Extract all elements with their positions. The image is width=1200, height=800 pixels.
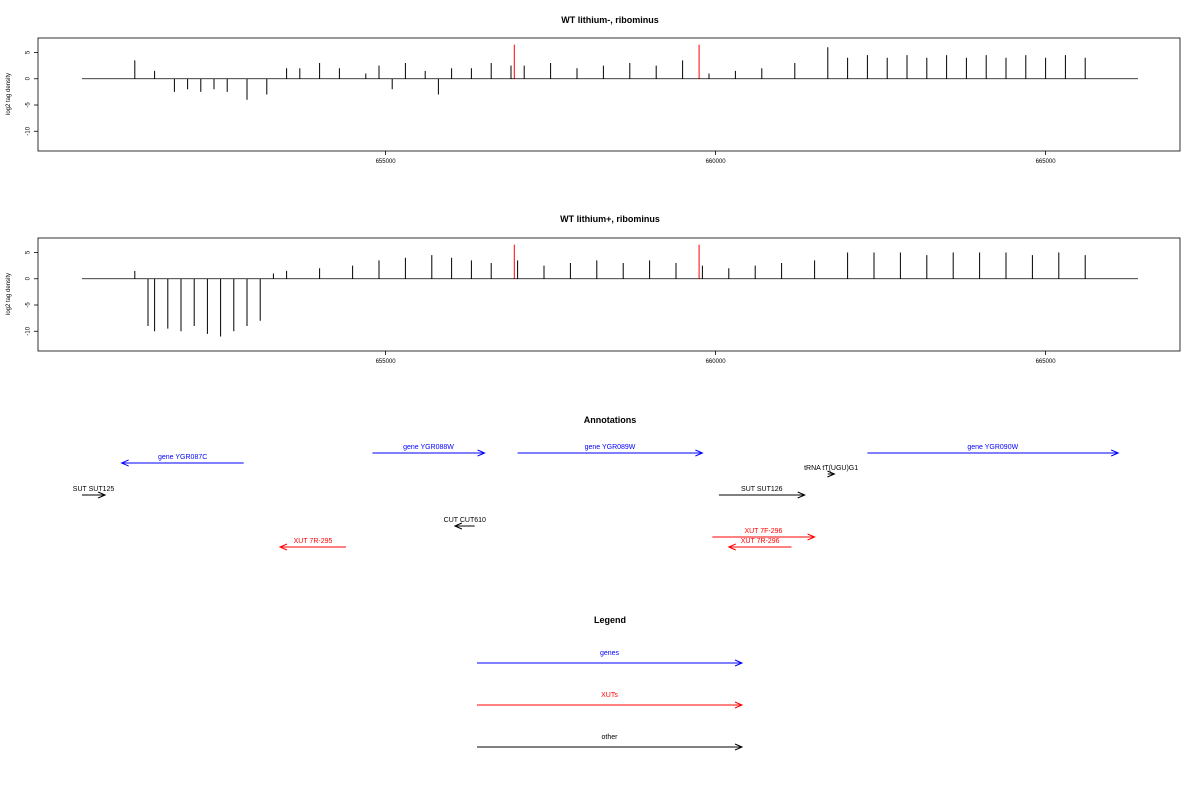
- annotation-feature: XUT 7R-296: [727, 538, 792, 551]
- annotation-feature: XUT 7F-296: [712, 528, 816, 541]
- feature-label: SUT SUT126: [741, 486, 783, 493]
- arrow-head-icon: [120, 459, 129, 467]
- legend-label: other: [602, 734, 619, 741]
- arrow-head-icon: [734, 701, 744, 709]
- y-axis-label: log2 tag density: [6, 273, 12, 315]
- feature-label: tRNA tT(UGU)G1: [804, 465, 858, 472]
- annotation-feature: gene YGR089W: [517, 444, 704, 457]
- y-tick-label: -5: [26, 102, 32, 108]
- annotation-feature: XUT 7R-295: [278, 538, 346, 551]
- track-panel-lithium-plus: WT lithium+, ribominus log2 tag density …: [6, 214, 1181, 365]
- feature-label: XUT 7R-296: [741, 538, 780, 545]
- arrow-head-icon: [827, 470, 836, 478]
- feature-label: gene YGR090W: [967, 444, 1018, 451]
- panel-title: WT lithium-, ribominus: [561, 15, 659, 25]
- annotation-feature: SUT SUT125: [73, 486, 115, 499]
- x-tick-label: 660000: [706, 159, 727, 165]
- feature-label: XUT 7F-296: [744, 528, 782, 535]
- y-ticks: 5 0 -5 -10: [26, 250, 38, 336]
- feature-label: CUT CUT610: [444, 517, 486, 524]
- annotation-feature: SUT SUT126: [718, 486, 806, 499]
- legend-label: genes: [600, 650, 620, 657]
- track-panel-lithium-minus: WT lithium-, ribominus log2 tag density …: [6, 15, 1181, 165]
- plot-frame: [37, 37, 1181, 152]
- y-ticks: 5 0 -5 -10: [26, 50, 38, 136]
- feature-label: XUT 7R-295: [294, 538, 333, 545]
- feature-label: gene YGR088W: [403, 444, 454, 451]
- arrow-head-icon: [807, 533, 816, 541]
- annotation-feature: tRNA tT(UGU)G1: [804, 465, 858, 478]
- x-tick-label: 665000: [1036, 159, 1057, 165]
- feature-label: gene YGR089W: [585, 444, 636, 451]
- x-tick-label: 665000: [1036, 359, 1057, 365]
- arrow-head-icon: [727, 543, 736, 551]
- bars: [134, 244, 1086, 337]
- bars: [134, 44, 1086, 100]
- x-ticks: 655000 660000 665000: [376, 151, 1057, 165]
- feature-label: gene YGR087C: [158, 454, 207, 461]
- annotation-items: gene YGR087C gene YGR088W gene YGR089W gene…: [73, 444, 1120, 551]
- y-tick-label: 5: [26, 250, 32, 254]
- arrow-head-icon: [734, 743, 744, 751]
- annotation-feature: gene YGR088W: [372, 444, 486, 457]
- y-tick-label: 5: [26, 50, 32, 54]
- legend-item: other: [477, 734, 744, 751]
- annotations-title: Annotations: [584, 415, 637, 425]
- y-tick-label: -10: [26, 126, 32, 135]
- arrow-head-icon: [695, 449, 704, 457]
- y-tick-label: 0: [26, 276, 32, 280]
- plot-frame: [37, 237, 1181, 352]
- arrow-head-icon: [453, 522, 463, 530]
- annotation-feature: CUT CUT610: [444, 517, 486, 530]
- x-tick-label: 655000: [376, 359, 397, 365]
- legend-title: Legend: [594, 615, 626, 625]
- legend-items: genes XUTs other: [477, 650, 744, 751]
- y-tick-label: 0: [26, 76, 32, 80]
- arrow-head-icon: [797, 491, 806, 499]
- arrow-head-icon: [477, 449, 486, 457]
- feature-label: SUT SUT125: [73, 486, 115, 493]
- annotation-feature: gene YGR087C: [120, 454, 244, 467]
- y-axis-label: log2 tag density: [6, 73, 12, 115]
- arrow-head-icon: [97, 491, 107, 499]
- legend-item: genes: [477, 650, 744, 667]
- arrow-head-icon: [734, 659, 744, 667]
- y-tick-label: -10: [26, 326, 32, 335]
- x-tick-label: 660000: [706, 359, 727, 365]
- arrow-head-icon: [278, 543, 288, 551]
- legend-label: XUTs: [601, 692, 618, 699]
- y-tick-label: -5: [26, 302, 32, 308]
- arrow-head-icon: [1111, 449, 1120, 457]
- legend-item: XUTs: [477, 692, 744, 709]
- panel-title: WT lithium+, ribominus: [560, 214, 660, 224]
- x-tick-label: 655000: [376, 159, 397, 165]
- x-ticks: 655000 660000 665000: [376, 351, 1057, 365]
- annotation-feature: gene YGR090W: [867, 444, 1120, 457]
- legend: Legend genes XUTs other: [477, 615, 744, 751]
